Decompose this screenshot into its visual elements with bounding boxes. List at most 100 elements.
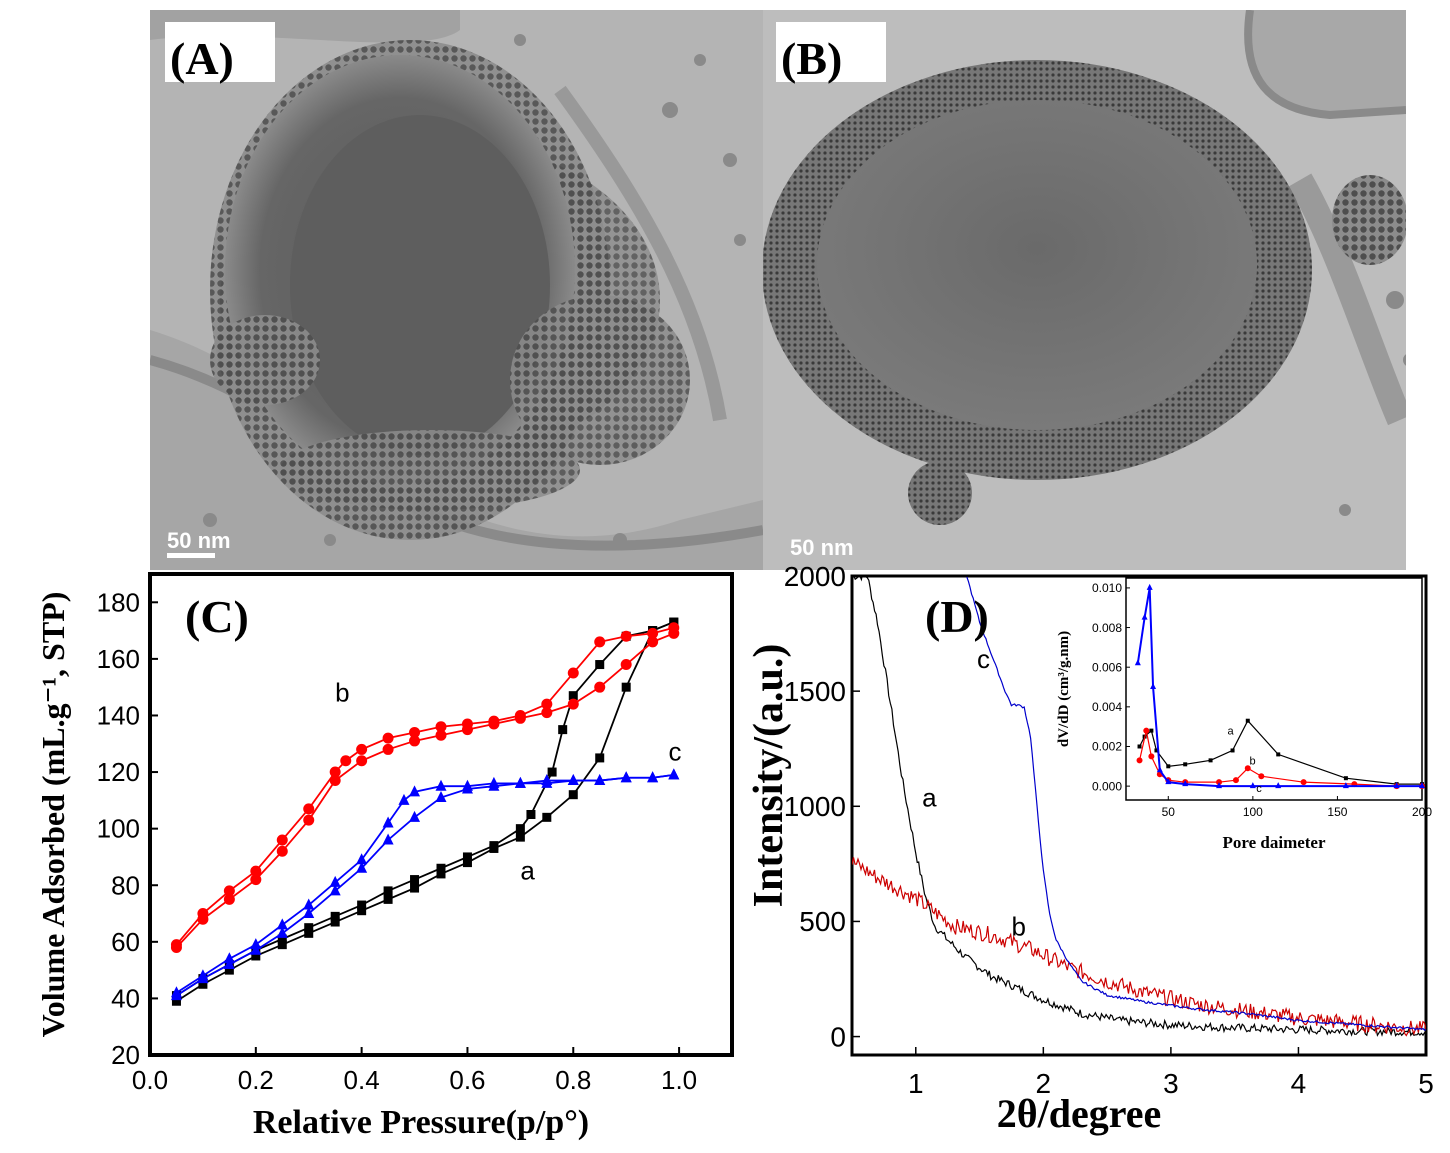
series-c-point: [567, 774, 579, 786]
series-a-point: [410, 883, 420, 893]
series-c-point: [435, 779, 447, 791]
x-tick-label: 4: [1291, 1068, 1307, 1099]
series-a-point: [436, 863, 446, 873]
x-tick-label: 1: [908, 1068, 924, 1099]
x-tick-label: 0.4: [344, 1065, 380, 1095]
inset-series-b-point: [1300, 779, 1307, 786]
series-c-point: [250, 943, 262, 955]
x-axis-title: Relative Pressure(p/p°): [253, 1104, 589, 1141]
inset-series-b-point: [1258, 773, 1265, 780]
series-c-point: [329, 884, 341, 896]
y-tick-label: 120: [97, 757, 140, 787]
series-c-point: [435, 791, 447, 803]
x-tick-label: 50: [1162, 805, 1176, 819]
series-c-point: [223, 952, 235, 964]
curve-label-b: b: [335, 677, 349, 707]
series-c-point: [382, 833, 394, 845]
y-tick-label: 0.000: [1092, 779, 1122, 793]
series-c-point: [461, 779, 473, 791]
series-c-point: [620, 771, 632, 783]
inset-series-b-point: [1143, 727, 1150, 734]
inset-series-b-point: [1148, 753, 1155, 760]
inset-series-a-point: [1343, 776, 1348, 781]
series-c-point: [356, 853, 368, 865]
scale-bar-label-b: 50 nm: [790, 535, 854, 560]
panel-label-d: (D): [925, 591, 989, 642]
y-tick-label: 140: [97, 701, 140, 731]
series-b-point: [668, 622, 680, 634]
y-tick-label: 1500: [784, 676, 846, 707]
scale-bar-a: [167, 553, 215, 558]
series-a-point: [568, 691, 578, 701]
panel-label-b: (B): [781, 33, 842, 84]
y-tick-label: 0.008: [1092, 621, 1122, 635]
inset-series-a-point: [1276, 752, 1281, 757]
series-b-point: [541, 707, 553, 719]
series-b-point: [567, 698, 579, 710]
series-c-point: [356, 861, 368, 873]
series-c-point: [409, 785, 421, 797]
series-c-point: [514, 776, 526, 788]
series-c-point: [303, 907, 315, 919]
series-b-point: [329, 766, 341, 778]
series-a-point: [462, 852, 472, 862]
series-a-point: [251, 951, 261, 961]
panel-label-a: (A): [170, 33, 234, 84]
series-a-desorption-line: [175, 621, 675, 997]
x-tick-label: 1.0: [661, 1065, 697, 1095]
x-tick-label: 0.2: [238, 1065, 274, 1095]
series-c-point: [303, 898, 315, 910]
inset-series-c-point: [1182, 780, 1189, 787]
inset-series-c-point: [1342, 782, 1349, 789]
plot-frame-c: [148, 572, 734, 1057]
inset-series-c-point: [1165, 778, 1172, 785]
series-a-point: [462, 858, 472, 868]
series-a-point: [595, 660, 605, 670]
series-a-point: [330, 917, 340, 927]
series-b-point: [435, 721, 447, 733]
x-tick-label: 2: [1036, 1068, 1052, 1099]
series-c-point: [594, 774, 606, 786]
inset-series-c-point: [1275, 782, 1282, 789]
series-a-point: [357, 900, 367, 910]
series-a-point: [526, 810, 536, 819]
series-a-point: [542, 812, 552, 822]
series-a-point: [304, 928, 314, 938]
series-a-point: [515, 832, 525, 842]
y-tick-label: 20: [111, 1040, 140, 1070]
y-tick-label: 0.006: [1092, 660, 1122, 674]
x-tick-label: 0.0: [132, 1065, 168, 1095]
inset-series-a-point: [1154, 748, 1159, 753]
y-tick-label: 0.004: [1092, 700, 1122, 714]
inset-series-a-point: [1230, 748, 1235, 753]
series-a-point: [330, 911, 340, 921]
series-a-point: [383, 886, 393, 896]
series-b-point: [514, 709, 526, 721]
series-b-point: [647, 627, 659, 639]
x-axis-title: 2θ/degree: [997, 1091, 1162, 1136]
inset-x-axis-title: Pore daimeter: [1222, 833, 1326, 852]
inset-series-a-point: [1137, 744, 1142, 749]
series-a-point: [277, 940, 287, 950]
series-b-point: [382, 732, 394, 744]
series-b-point: [250, 874, 262, 886]
curve-label-a: a: [520, 856, 535, 886]
series-a-point: [669, 617, 679, 627]
series-b-point: [594, 636, 606, 648]
x-tick-label: 150: [1327, 805, 1347, 819]
series-a-point: [515, 824, 525, 834]
y-tick-label: 0.010: [1092, 581, 1122, 595]
inset-series-c-point: [1156, 766, 1163, 773]
series-c-point: [488, 776, 500, 788]
y-tick-label: 160: [97, 644, 140, 674]
series-c-point: [223, 957, 235, 969]
inset-series-c-point: [1146, 583, 1153, 590]
series-a-point: [357, 906, 367, 916]
inset-curve-label-b: b: [1249, 755, 1255, 767]
series-a-point: [489, 841, 499, 851]
series-b-point: [461, 718, 473, 730]
series-c-point: [329, 875, 341, 887]
series-b-point: [541, 698, 553, 710]
inset-series-c-point: [1393, 782, 1400, 789]
inset-series-c-point: [1141, 613, 1148, 620]
